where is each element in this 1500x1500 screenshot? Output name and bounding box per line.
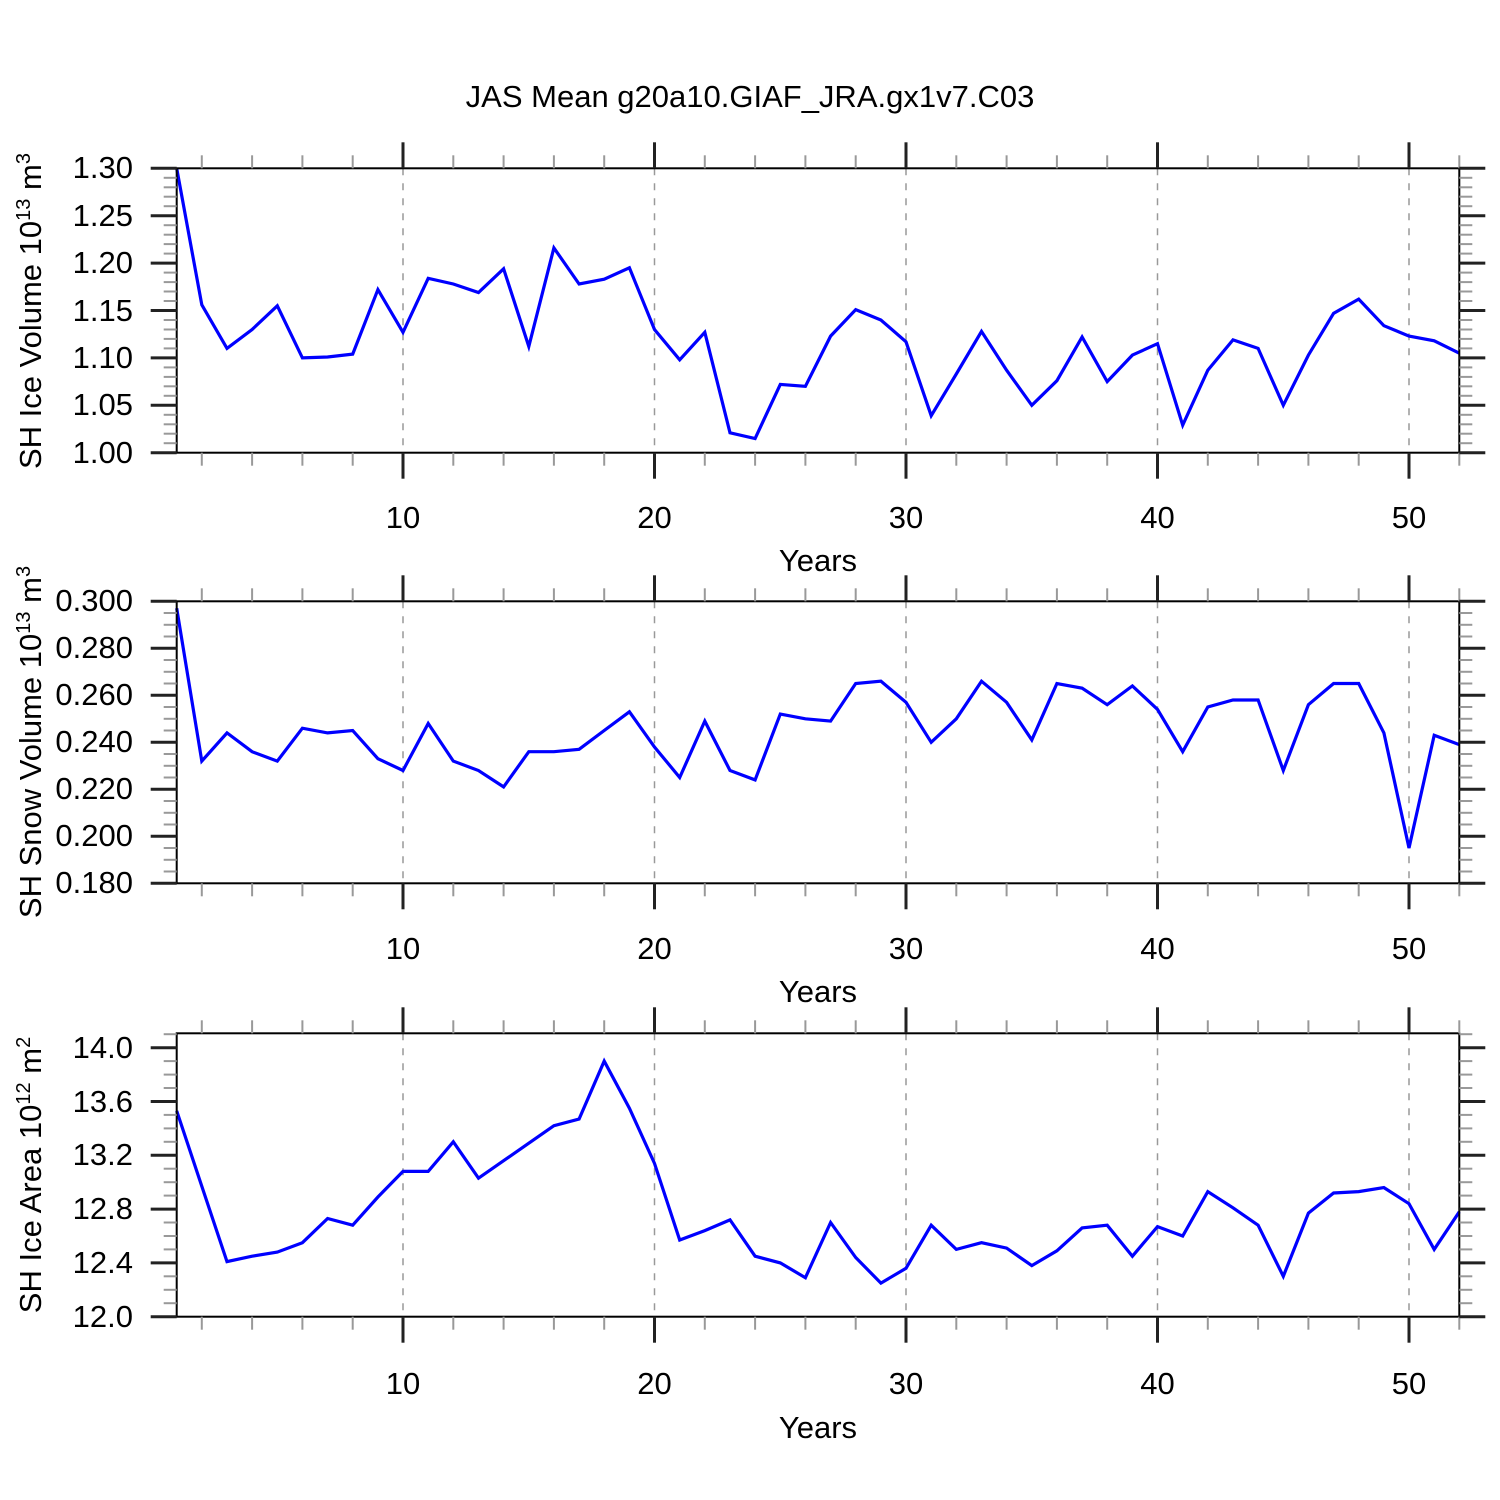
- y-tick-label: 13.6: [72, 1083, 133, 1119]
- y-tick-label: 1.25: [72, 197, 133, 233]
- x-tick-label: 50: [1391, 500, 1427, 535]
- x-tick-label: 10: [385, 931, 421, 966]
- y-tick-label: 0.180: [55, 865, 133, 901]
- plot-frame: [175, 1032, 1461, 1318]
- y-axis-title-unit: m: [13, 163, 48, 190]
- y-axis-title-text: SH Snow Volume 10: [13, 634, 48, 919]
- x-tick-label: 50: [1391, 1366, 1427, 1401]
- y-tick-label: 0.280: [55, 630, 133, 666]
- series-line: [175, 1057, 1461, 1286]
- y-tick-label: 12.8: [72, 1191, 133, 1227]
- x-tick-label: 10: [385, 1366, 421, 1401]
- y-axis-title-text: SH Ice Area 10: [13, 1104, 48, 1314]
- x-tick-label: 20: [637, 1366, 672, 1401]
- y-axis-title: SH Snow Volume 1013 m3: [13, 566, 53, 918]
- y-axis-title-unit: m: [13, 577, 48, 604]
- y-axis-title-unit: m: [13, 1047, 48, 1074]
- y-axis-title-text: SH Ice Volume 10: [13, 220, 48, 469]
- y-axis-title-unit-exponent: 2: [13, 1036, 35, 1048]
- x-tick-label: 40: [1140, 931, 1175, 966]
- x-axis-title: Years: [778, 1410, 858, 1445]
- plot-frame: [175, 600, 1461, 885]
- y-tick-label: 12.4: [72, 1244, 133, 1280]
- x-tick-label: 20: [637, 500, 672, 535]
- x-tick-label: 30: [888, 931, 924, 966]
- y-tick-label: 12.0: [72, 1298, 133, 1334]
- y-tick-label: 14.0: [72, 1029, 133, 1065]
- y-tick-label: 1.10: [72, 339, 133, 375]
- y-tick-label: 1.20: [72, 245, 133, 281]
- y-tick-label: 0.260: [55, 677, 133, 713]
- x-tick-label: 30: [888, 1366, 924, 1401]
- x-tick-label: 50: [1391, 931, 1427, 966]
- y-tick-label: 13.2: [72, 1137, 133, 1173]
- x-tick-label: 30: [888, 500, 924, 535]
- series-line: [175, 168, 1461, 441]
- y-tick-label: 0.220: [55, 771, 133, 807]
- y-axis-title-unit-exponent: 3: [13, 566, 35, 578]
- y-axis-title-exponent: 13: [13, 611, 35, 635]
- x-tick-label: 10: [385, 500, 421, 535]
- figure-title: JAS Mean g20a10.GIAF_JRA.gx1v7.C03: [465, 79, 1035, 114]
- y-tick-label: 0.200: [55, 818, 133, 854]
- y-tick-label: 1.15: [72, 292, 133, 328]
- x-axis-title: Years: [778, 543, 858, 578]
- series-line: [175, 608, 1460, 849]
- x-tick-label: 40: [1140, 500, 1175, 535]
- y-axis-title-exponent: 12: [13, 1082, 35, 1105]
- y-axis-title-unit-exponent: 3: [13, 152, 35, 164]
- y-tick-label: 0.300: [55, 583, 133, 619]
- y-axis-title-exponent: 13: [13, 198, 35, 221]
- x-tick-label: 40: [1140, 1366, 1175, 1401]
- x-tick-label: 20: [637, 931, 672, 966]
- y-tick-label: 1.05: [72, 387, 133, 423]
- y-tick-label: 1.00: [72, 434, 133, 470]
- y-tick-label: 0.240: [55, 724, 133, 760]
- x-axis-title: Years: [778, 974, 858, 1009]
- y-axis-title: SH Ice Volume 1013 m3: [13, 152, 53, 468]
- y-tick-label: 1.30: [72, 150, 133, 186]
- y-axis-title: SH Ice Area 1012 m2: [13, 1037, 53, 1313]
